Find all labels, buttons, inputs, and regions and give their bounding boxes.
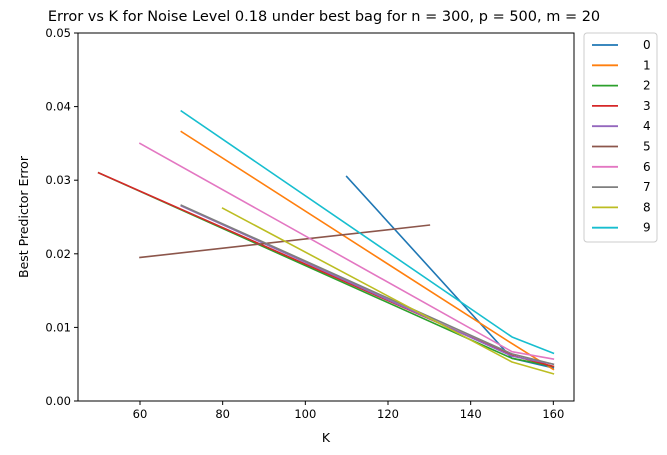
legend-label-7: 7 <box>643 180 651 194</box>
legend-label-8: 8 <box>643 200 651 214</box>
series-line-1 <box>180 130 555 371</box>
y-tick-label: 0.00 <box>45 394 71 408</box>
series-line-7 <box>180 204 555 366</box>
series-line-8 <box>221 207 555 375</box>
y-tick-label: 0.03 <box>45 173 71 187</box>
y-tick-label: 0.02 <box>45 247 71 261</box>
chart-title: Error vs K for Noise Level 0.18 under be… <box>48 9 600 25</box>
x-tick-label: 60 <box>133 407 148 421</box>
x-tick-label: 140 <box>460 407 482 421</box>
series-line-2 <box>97 171 555 368</box>
plot-frame <box>77 32 575 402</box>
legend-label-0: 0 <box>643 38 651 52</box>
y-tick-label: 0.01 <box>45 320 71 334</box>
legend-label-2: 2 <box>643 79 651 93</box>
series-line-0 <box>345 175 555 369</box>
x-tick-label: 100 <box>294 407 316 421</box>
y-axis-ticks: 0.00 0.01 0.02 0.03 0.04 0.05 <box>45 26 78 408</box>
y-tick-label: 0.04 <box>45 100 71 114</box>
legend-items: 0 1 2 3 4 5 6 7 8 9 <box>592 38 651 235</box>
legend-label-6: 6 <box>643 160 651 174</box>
legend-label-3: 3 <box>643 99 651 113</box>
legend-label-5: 5 <box>643 140 651 154</box>
x-axis-label: K <box>322 430 331 445</box>
series-line-6 <box>138 142 555 360</box>
legend-label-1: 1 <box>643 58 651 72</box>
x-tick-label: 160 <box>542 407 564 421</box>
plot-lines <box>97 109 555 375</box>
legend-label-9: 9 <box>643 221 651 235</box>
x-tick-label: 120 <box>377 407 399 421</box>
legend: 0 1 2 3 4 5 6 7 8 9 <box>583 32 658 243</box>
legend-label-4: 4 <box>643 119 651 133</box>
y-axis-label: Best Predictor Error <box>16 155 31 278</box>
y-tick-label: 0.05 <box>45 26 71 40</box>
x-tick-label: 80 <box>215 407 230 421</box>
series-line-9 <box>180 109 555 355</box>
x-axis-ticks: 60 80 100 120 140 160 <box>133 401 564 421</box>
